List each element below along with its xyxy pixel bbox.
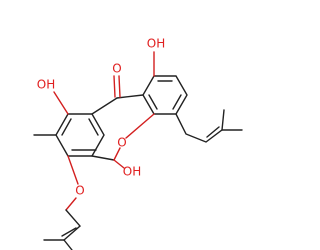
structure: OH O OH O OH O <box>33 37 243 250</box>
atom-label: OH <box>123 165 141 179</box>
atom-label: O <box>112 62 121 76</box>
atom-label: OH <box>147 37 165 51</box>
bonds <box>33 51 243 250</box>
atom-label: O <box>75 184 84 198</box>
atom-label: O <box>117 136 126 150</box>
atom-label: OH <box>37 78 55 92</box>
